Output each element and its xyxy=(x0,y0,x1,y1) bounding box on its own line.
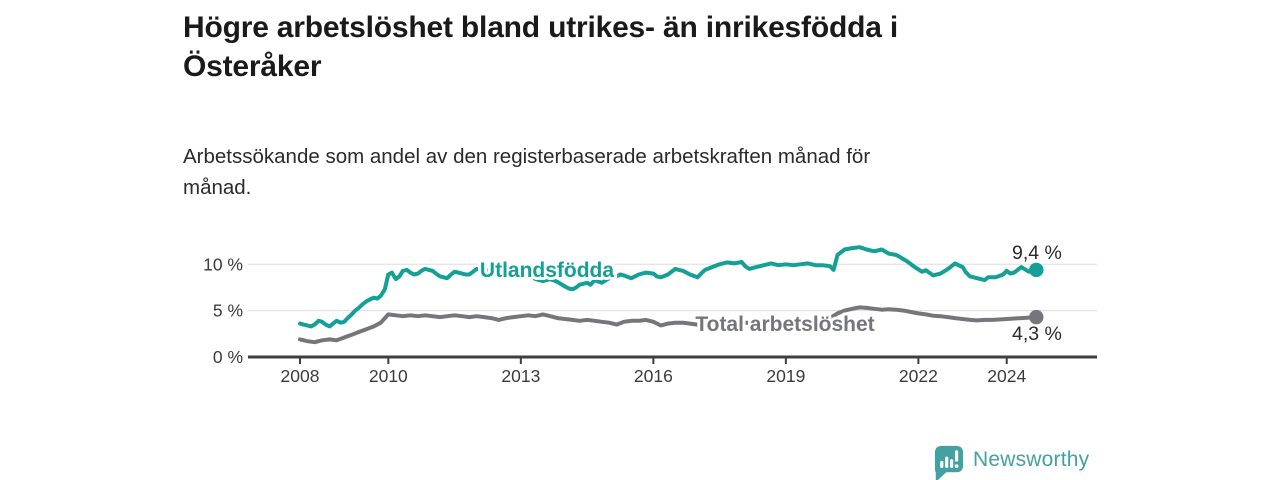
x-tick-label: 2024 xyxy=(987,366,1026,386)
series-lines xyxy=(298,245,1044,345)
y-tick-label: 0 % xyxy=(213,347,243,367)
series-label: Utlandsfödda xyxy=(480,259,614,282)
newsworthy-logo[interactable]: Newsworthy xyxy=(934,445,1089,480)
series-labels: Utlandsfödda 9,4 % Total arbetslöshet 4,3 % xyxy=(477,242,1062,345)
series-line-total xyxy=(298,305,1039,345)
subtitle-line-1: Arbetssökande som andel av den registerb… xyxy=(183,145,871,168)
series-end-dot xyxy=(1029,309,1044,325)
x-tick-label: 2019 xyxy=(766,366,805,386)
title-line-1: Högre arbetslöshet bland utrikes- än inr… xyxy=(183,11,898,44)
end-value-label: 9,4 % xyxy=(1012,242,1062,264)
series-label: Total arbetslöshet xyxy=(695,313,874,336)
x-tick-label: 2008 xyxy=(281,366,320,386)
newsworthy-wordmark: Newsworthy xyxy=(973,448,1090,471)
series-line-utlandsfodda xyxy=(298,245,1039,329)
series-end-dot xyxy=(1029,262,1044,278)
y-tick-label: 10 % xyxy=(203,254,243,274)
x-tick-label: 2016 xyxy=(634,366,673,386)
x-tick-label: 2022 xyxy=(899,366,938,386)
subtitle-line-2: månad. xyxy=(183,176,252,199)
title-line-2: Österåker xyxy=(183,50,322,83)
y-axis: 0 % 5 % 10 % xyxy=(203,254,243,367)
page-title: Högre arbetslöshet bland utrikes- än inr… xyxy=(183,8,898,86)
x-tick-label: 2010 xyxy=(369,366,408,386)
x-axis: 2008 2010 2013 2016 2019 2022 2024 xyxy=(248,355,1097,386)
y-tick-label: 5 % xyxy=(213,301,243,321)
x-tick-label: 2013 xyxy=(501,366,540,386)
end-value-label: 4,3 % xyxy=(1012,323,1062,345)
newsworthy-chart-pin-icon xyxy=(934,445,964,480)
chart-subtitle: Arbetssökande som andel av den registerb… xyxy=(183,141,870,203)
